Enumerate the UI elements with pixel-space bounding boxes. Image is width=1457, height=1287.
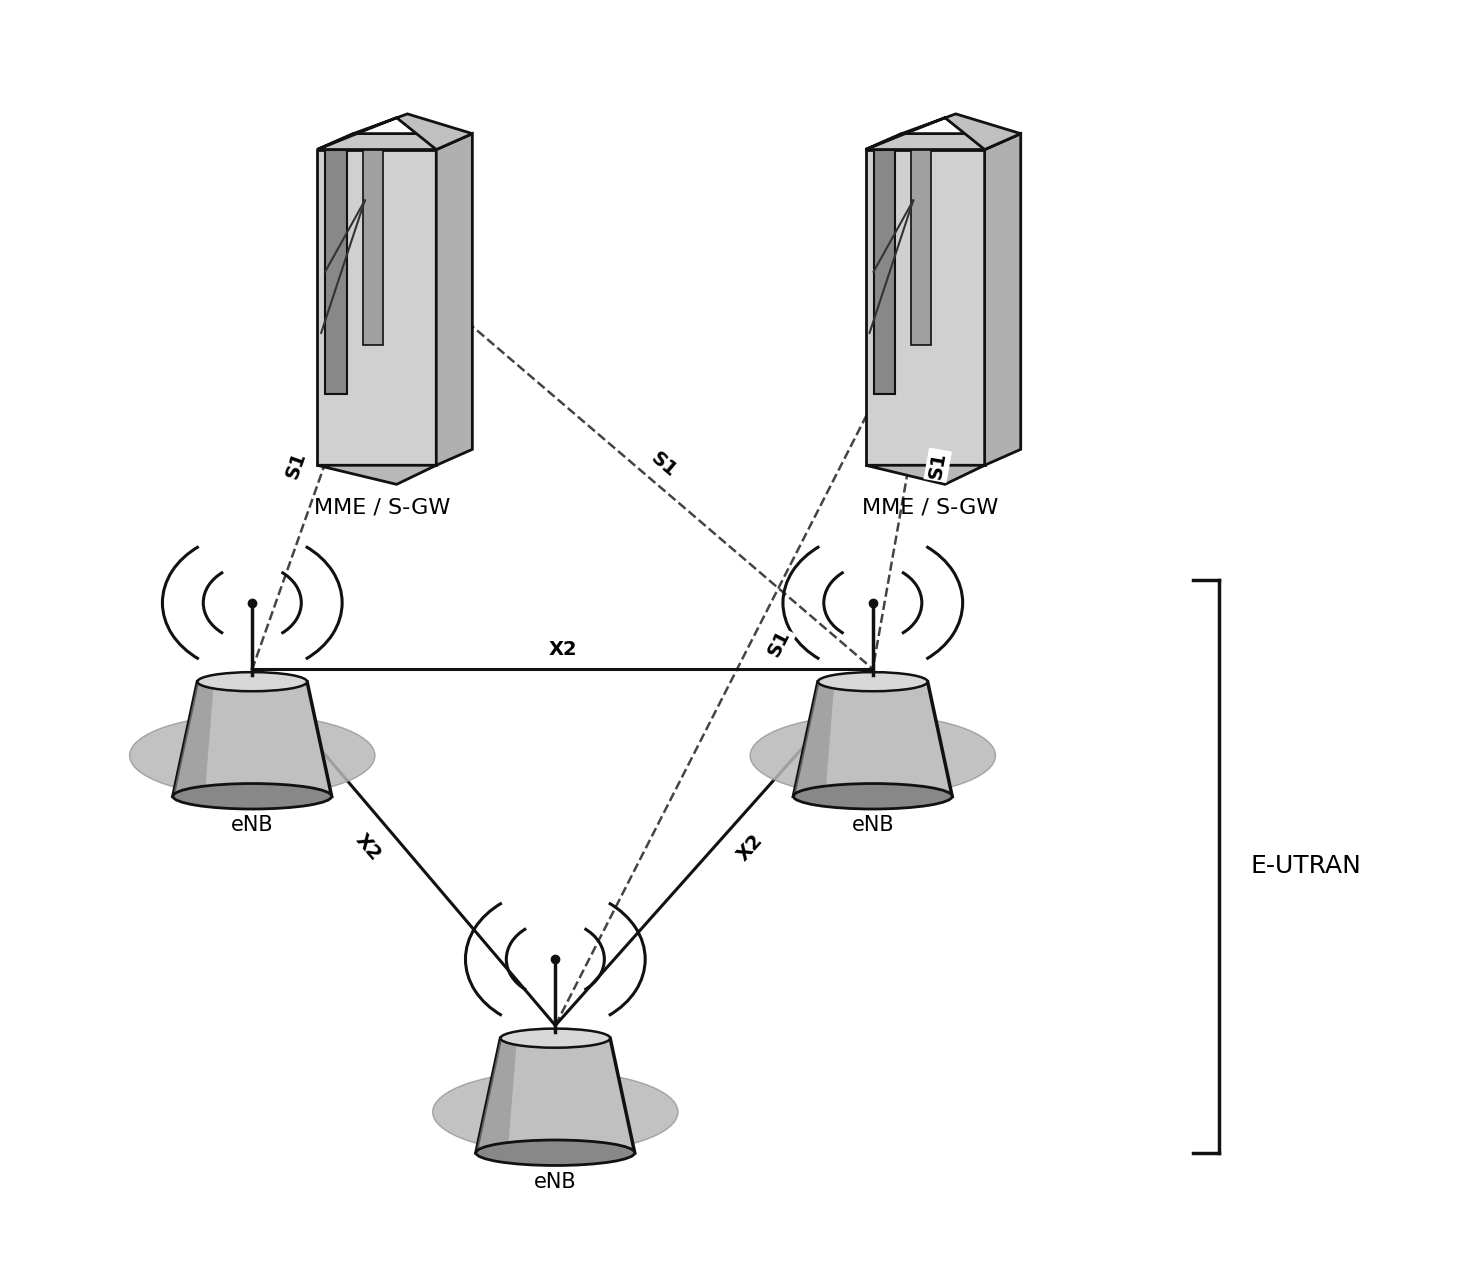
Polygon shape	[318, 134, 472, 149]
Polygon shape	[436, 134, 472, 466]
Polygon shape	[865, 466, 985, 484]
Polygon shape	[173, 682, 214, 797]
Polygon shape	[325, 149, 347, 394]
Text: S1: S1	[647, 449, 680, 481]
Polygon shape	[865, 113, 1021, 149]
Text: S1: S1	[927, 450, 950, 480]
Ellipse shape	[476, 1140, 635, 1166]
Text: MME / S-GW: MME / S-GW	[863, 497, 998, 517]
Text: X2: X2	[351, 830, 385, 865]
Text: X2: X2	[548, 641, 577, 659]
Text: X2: X2	[733, 830, 766, 864]
Polygon shape	[318, 113, 472, 149]
Ellipse shape	[198, 672, 307, 691]
Polygon shape	[363, 149, 383, 345]
Ellipse shape	[817, 672, 928, 691]
Polygon shape	[794, 682, 835, 797]
Text: eNB: eNB	[851, 816, 895, 835]
Text: MME / S-GW: MME / S-GW	[313, 497, 450, 517]
Polygon shape	[911, 149, 931, 345]
Polygon shape	[318, 466, 436, 484]
Polygon shape	[476, 1039, 635, 1153]
Ellipse shape	[173, 784, 332, 810]
Polygon shape	[476, 1039, 517, 1153]
Text: S1: S1	[283, 449, 309, 481]
Ellipse shape	[501, 1028, 610, 1048]
Text: E-UTRAN: E-UTRAN	[1252, 855, 1362, 878]
Polygon shape	[865, 149, 985, 466]
Polygon shape	[865, 134, 1021, 149]
Text: eNB: eNB	[232, 816, 274, 835]
Polygon shape	[794, 682, 953, 797]
Ellipse shape	[750, 714, 995, 797]
Polygon shape	[874, 149, 896, 394]
Text: eNB: eNB	[535, 1172, 577, 1192]
Text: S1: S1	[765, 627, 794, 660]
Polygon shape	[318, 149, 436, 466]
Ellipse shape	[433, 1071, 678, 1153]
Polygon shape	[985, 134, 1021, 466]
Ellipse shape	[130, 714, 374, 797]
Ellipse shape	[794, 784, 953, 810]
Polygon shape	[173, 682, 332, 797]
